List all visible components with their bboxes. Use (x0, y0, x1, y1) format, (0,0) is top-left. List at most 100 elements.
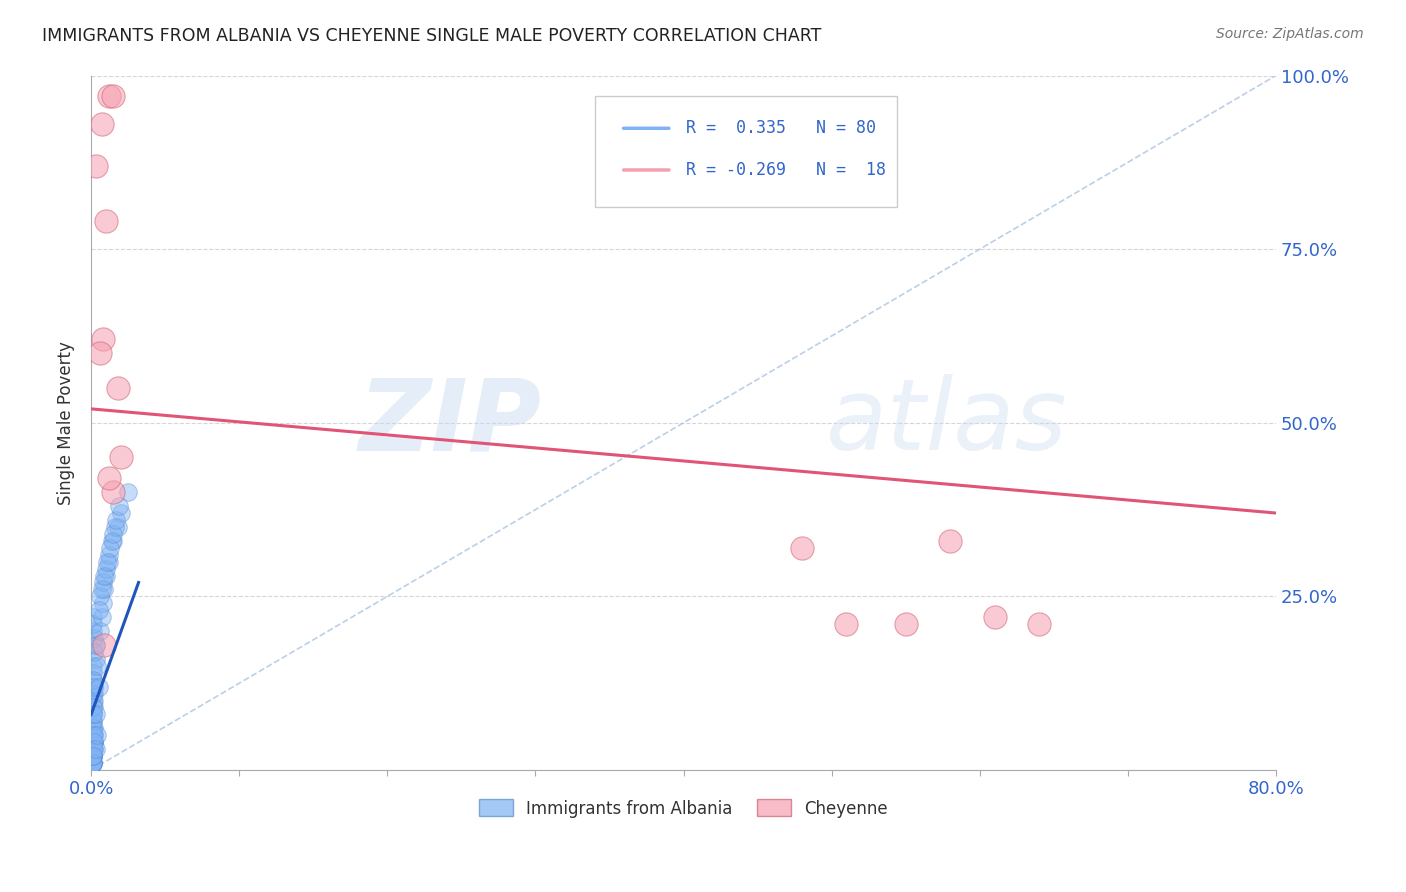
Point (84, 652, 107, 666)
Point (90, 582, 112, 597)
Point (84, 638, 107, 652)
Point (83, 680, 105, 694)
Text: Source: ZipAtlas.com: Source: ZipAtlas.com (1216, 27, 1364, 41)
Point (94, 214, 117, 228)
Point (939, 533, 962, 548)
Point (105, 513, 128, 527)
Point (790, 541, 813, 555)
Point (97, 471, 120, 485)
Point (82, 756, 104, 770)
Point (91, 575, 114, 590)
Point (101, 533, 124, 548)
Point (82, 658, 104, 673)
Point (82, 749, 104, 764)
Point (90, 117, 112, 131)
Point (82, 742, 104, 756)
FancyBboxPatch shape (595, 96, 897, 208)
Point (86, 728, 108, 742)
Point (82, 714, 104, 729)
Point (82, 742, 104, 756)
Point (82, 749, 104, 764)
Point (110, 506, 132, 520)
Point (82, 749, 104, 764)
Point (117, 485, 139, 500)
Point (82, 693, 104, 707)
Point (82, 749, 104, 764)
Y-axis label: Single Male Poverty: Single Male Poverty (58, 341, 75, 505)
Point (82, 617, 104, 632)
Point (83, 735, 105, 749)
Point (83, 687, 105, 701)
Text: IMMIGRANTS FROM ALBANIA VS CHEYENNE SINGLE MALE POVERTY CORRELATION CHART: IMMIGRANTS FROM ALBANIA VS CHEYENNE SING… (42, 27, 821, 45)
Point (87, 603, 110, 617)
Point (87, 680, 110, 694)
Text: atlas: atlas (825, 375, 1067, 471)
Point (82, 610, 104, 624)
Point (83, 693, 105, 707)
Point (82, 707, 104, 722)
Point (93, 568, 115, 582)
Point (82, 665, 104, 680)
Point (83, 631, 105, 645)
Point (983, 610, 1005, 624)
Point (84, 707, 107, 722)
Point (82, 756, 104, 770)
Point (83, 735, 105, 749)
Point (83, 742, 105, 756)
Point (89, 346, 111, 360)
Point (94, 568, 117, 582)
Point (103, 485, 125, 500)
Point (82, 749, 104, 764)
Point (97, 555, 120, 569)
Point (97, 89, 120, 103)
Point (86, 658, 108, 673)
Point (84, 742, 107, 756)
Point (89, 590, 111, 604)
Point (91, 333, 114, 347)
Point (104, 520, 127, 534)
Point (83, 645, 105, 659)
Point (103, 89, 125, 103)
Point (83, 728, 105, 742)
Point (107, 381, 129, 395)
Point (91, 596, 114, 610)
Point (103, 533, 125, 548)
Point (82, 749, 104, 764)
Point (84, 159, 107, 173)
Point (82, 756, 104, 770)
Point (83, 735, 105, 749)
Point (82, 728, 104, 742)
Point (93, 582, 115, 597)
Point (108, 499, 131, 513)
Point (1028, 617, 1050, 632)
Point (107, 520, 129, 534)
Point (835, 617, 858, 632)
Point (83, 680, 105, 694)
Point (100, 541, 122, 555)
Legend: Immigrants from Albania, Cheyenne: Immigrants from Albania, Cheyenne (472, 793, 894, 824)
Point (83, 700, 105, 714)
Point (84, 638, 107, 652)
Point (82, 722, 104, 736)
Point (82, 742, 104, 756)
Point (103, 527, 125, 541)
Point (82, 756, 104, 770)
Point (82, 673, 104, 687)
Point (90, 610, 112, 624)
Point (97, 548, 120, 562)
Point (94, 561, 117, 575)
Text: R =  0.335   N = 80: R = 0.335 N = 80 (686, 120, 876, 137)
Point (82, 707, 104, 722)
Point (96, 555, 118, 569)
Point (894, 617, 917, 632)
Point (93, 638, 115, 652)
Point (82, 714, 104, 729)
Point (83, 735, 105, 749)
Point (82, 624, 104, 639)
Point (82, 756, 104, 770)
Point (110, 450, 132, 465)
Point (89, 624, 111, 639)
Point (83, 722, 105, 736)
Point (83, 742, 105, 756)
Point (82, 707, 104, 722)
